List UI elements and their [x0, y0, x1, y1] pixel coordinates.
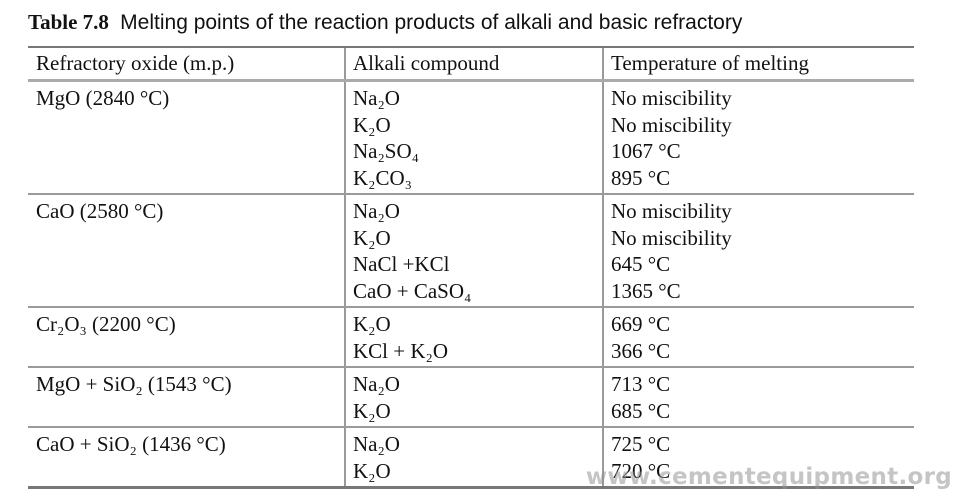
melting-temperature-cell: No miscibility No miscibility 645 °C 1365 °…: [602, 194, 914, 308]
melting-temperature: 895 °C: [611, 165, 671, 190]
alkali-compound: Na₂O: [353, 372, 400, 396]
alkali-compound-cell: Na₂O K₂O NaCl +KCl CaO + CaSO₄: [344, 194, 603, 308]
alkali-compound: Na₂SO₄: [353, 139, 419, 163]
melting-temperature: 720 °C: [611, 458, 671, 483]
melting-temperature: No miscibility: [611, 225, 732, 250]
alkali-compound-cell: K₂O KCl + K₂O: [344, 307, 603, 368]
table-caption: Table 7.8 Melting points of the reaction…: [28, 10, 742, 35]
refractory-oxide: Cr₂O₃ (2200 °C): [36, 312, 176, 336]
alkali-compound: Na₂O: [353, 199, 400, 223]
table-body: MgO (2840 °C) Na₂O K₂O Na₂SO₄ K₂CO₃ No miscib…: [28, 80, 914, 489]
refractory-oxide: CaO + SiO₂ (1436 °C): [36, 432, 226, 456]
melting-temperature-cell: No miscibility No miscibility 1067 °C 895 °…: [602, 80, 914, 195]
header-alkali-compound: Alkali compound: [344, 46, 603, 82]
melting-temperature: 725 °C: [611, 432, 671, 456]
alkali-compound: K₂O: [353, 312, 391, 336]
alkali-compound: KCl + K₂O: [353, 338, 449, 363]
table-row: MgO (2840 °C) Na₂O K₂O Na₂SO₄ K₂CO₃ No miscib…: [28, 80, 914, 195]
melting-temperature: 1067 °C: [611, 139, 681, 163]
header-temperature: Temperature of melting: [602, 46, 914, 82]
alkali-compound: K₂O: [353, 225, 391, 250]
melting-temperature: 669 °C: [611, 312, 671, 336]
alkali-compound: Na₂O: [353, 432, 400, 456]
table-row: MgO + SiO₂ (1543 °C) Na₂O K₂O 713 °C 685 °C: [28, 367, 914, 428]
header-refractory-oxide: Refractory oxide (m.p.): [28, 46, 345, 82]
melting-temperature: 1365 °C: [611, 278, 681, 303]
refractory-oxide: MgO (2840 °C): [36, 86, 170, 110]
alkali-compound: Na₂O: [353, 86, 400, 110]
alkali-compound: CaO + CaSO₄: [353, 278, 472, 303]
table-row: CaO (2580 °C) Na₂O K₂O NaCl +KCl CaO + CaSO₄…: [28, 194, 914, 308]
melting-temperature-cell: 669 °C 366 °C: [602, 307, 914, 368]
watermark: www.cementequipment.org: [585, 464, 952, 490]
table-title: Melting points of the reaction products …: [120, 11, 743, 34]
melting-temperature: 713 °C: [611, 372, 671, 396]
melting-temperature: No miscibility: [611, 199, 732, 223]
alkali-compound-cell: Na₂O K₂O: [344, 427, 603, 489]
melting-temperature: No miscibility: [611, 112, 732, 137]
melting-temperature-cell: 725 °C 720 °C: [602, 427, 914, 489]
refractory-oxide-cell: Cr₂O₃ (2200 °C): [28, 307, 345, 368]
header-row: Refractory oxide (m.p.) Alkali compound …: [28, 46, 914, 82]
refractory-oxide-cell: MgO (2840 °C): [28, 80, 345, 195]
alkali-compound: NaCl +KCl: [353, 252, 450, 276]
melting-temperature: 645 °C: [611, 252, 671, 276]
melting-points-table: Refractory oxide (m.p.) Alkali compound …: [28, 46, 914, 489]
refractory-oxide: MgO + SiO₂ (1543 °C): [36, 372, 232, 396]
refractory-oxide: CaO (2580 °C): [36, 199, 164, 223]
alkali-compound: K₂O: [353, 458, 391, 483]
alkali-compound: K₂O: [353, 398, 391, 423]
alkali-compound-cell: Na₂O K₂O Na₂SO₄ K₂CO₃: [344, 80, 603, 195]
table-row: CaO + SiO₂ (1436 °C) Na₂O K₂O 725 °C 720 °C: [28, 427, 914, 489]
refractory-oxide-cell: CaO + SiO₂ (1436 °C): [28, 427, 345, 489]
table-row: Cr₂O₃ (2200 °C) K₂O KCl + K₂O 669 °C 366 °C: [28, 307, 914, 368]
alkali-compound-cell: Na₂O K₂O: [344, 367, 603, 428]
melting-temperature: 366 °C: [611, 338, 671, 363]
melting-temperature-cell: 713 °C 685 °C: [602, 367, 914, 428]
melting-temperature: No miscibility: [611, 86, 732, 110]
melting-temperature: 685 °C: [611, 398, 671, 423]
table-number: Table 7.8: [28, 10, 109, 34]
refractory-oxide-cell: MgO + SiO₂ (1543 °C): [28, 367, 345, 428]
alkali-compound: K₂O: [353, 112, 391, 137]
alkali-compound: K₂CO₃: [353, 165, 412, 190]
refractory-oxide-cell: CaO (2580 °C): [28, 194, 345, 308]
